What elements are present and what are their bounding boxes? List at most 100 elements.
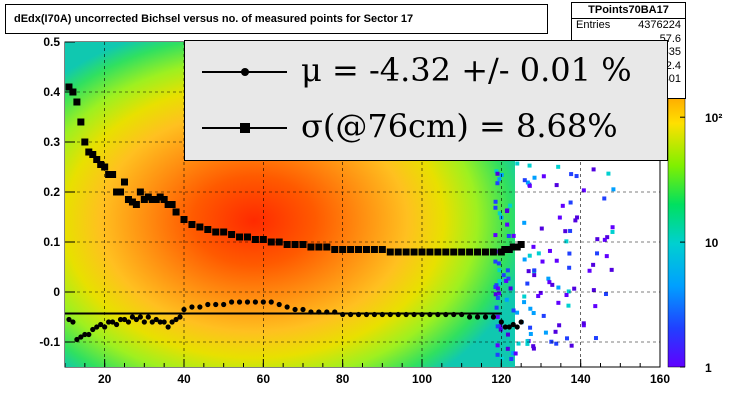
sigma-point xyxy=(509,243,517,251)
mu-point xyxy=(363,311,370,318)
square-marker-icon xyxy=(240,123,250,133)
heatmap-cell xyxy=(497,268,502,273)
sigma-point xyxy=(113,188,121,196)
z-tick-label: 10 xyxy=(705,236,719,250)
legend-item-mu: μ = -4.32 +/- 0.01 % xyxy=(185,47,667,97)
sigma-point xyxy=(497,248,505,256)
y-axis: -0.1 0 0.1 0.2 0.3 0.4 0.5 xyxy=(39,35,75,349)
mu-point xyxy=(332,309,338,315)
sigma-point xyxy=(93,156,101,163)
stats-name: TPoints70BA17 xyxy=(572,3,685,19)
sigma-point xyxy=(109,171,117,178)
heatmap-cell xyxy=(581,321,586,326)
sigma-point xyxy=(85,148,93,156)
heatmap-cell xyxy=(495,343,500,348)
mu-point xyxy=(324,309,330,315)
heatmap-cell xyxy=(493,199,498,204)
mu-point xyxy=(82,331,88,338)
sigma-point xyxy=(291,241,299,248)
mu-point xyxy=(161,319,167,325)
heatmap-cell xyxy=(495,171,500,176)
mu-point xyxy=(502,324,508,330)
heatmap-cell xyxy=(569,172,574,177)
sigma-point xyxy=(418,248,426,256)
heatmap-cell xyxy=(505,332,510,337)
heatmap-cell xyxy=(605,235,610,240)
sigma-point xyxy=(97,161,105,168)
sigma-point xyxy=(481,248,489,256)
sigma-point xyxy=(275,238,283,246)
mu-point xyxy=(173,316,179,323)
sigma-point xyxy=(168,201,176,208)
heatmap-cell xyxy=(543,330,548,335)
sigma-point xyxy=(474,248,482,256)
sigma-point xyxy=(347,246,355,253)
sigma-point xyxy=(505,246,513,253)
sigma-point xyxy=(517,241,525,248)
sigma-point xyxy=(136,188,144,196)
mu-point xyxy=(70,319,76,325)
heatmap-cell xyxy=(513,351,518,356)
mu-point xyxy=(98,321,104,328)
legend: μ = -4.32 +/- 0.01 % σ(@76cm) = 8.68% xyxy=(184,40,668,161)
heatmap-cell xyxy=(567,251,572,256)
heatmap-cell xyxy=(501,273,506,278)
legend-item-sigma: σ(@76cm) = 8.68% xyxy=(185,103,667,153)
mu-point xyxy=(482,314,489,320)
mu-point xyxy=(113,321,120,328)
heatmap-cell xyxy=(532,268,537,273)
sigma-point xyxy=(212,228,220,236)
z-tick-label: 1 xyxy=(705,361,712,375)
heatmap-cell xyxy=(532,175,537,180)
mu-point xyxy=(474,314,481,320)
heatmap-cell xyxy=(557,215,562,220)
heatmap-cell xyxy=(591,167,596,172)
sigma-point xyxy=(81,138,89,146)
sigma-point xyxy=(466,248,474,256)
x-tick-label: 80 xyxy=(336,372,350,386)
sigma-point xyxy=(450,248,458,256)
heatmap-cell xyxy=(494,169,499,174)
heatmap-cell xyxy=(493,233,498,238)
heatmap-cell xyxy=(536,294,541,299)
heatmap-cell xyxy=(509,356,514,361)
heatmap-cell xyxy=(572,286,577,291)
sigma-point xyxy=(513,243,521,251)
sigma-point xyxy=(73,98,81,106)
mu-point xyxy=(435,311,441,318)
mu-point xyxy=(110,319,116,325)
heatmap-cell xyxy=(527,183,532,188)
heatmap-cell xyxy=(573,218,578,223)
heatmap-cell xyxy=(525,180,530,185)
heatmap-cell xyxy=(554,341,559,346)
heatmap-cell xyxy=(522,257,527,262)
sigma-point xyxy=(196,223,204,231)
heatmap-cell xyxy=(504,278,509,283)
sigma-point xyxy=(77,118,85,126)
sigma-point xyxy=(180,216,188,223)
heatmap-cell xyxy=(568,228,573,233)
circle-marker-icon xyxy=(241,68,249,76)
heatmap-cell xyxy=(526,269,531,274)
heatmap-cell xyxy=(511,351,516,356)
heatmap-cell xyxy=(553,329,558,334)
mu-point xyxy=(74,336,80,343)
heatmap-cell xyxy=(495,286,500,291)
heatmap-cell xyxy=(540,259,545,264)
heatmap-cell xyxy=(611,187,616,192)
mu-point xyxy=(411,311,417,318)
y-tick-label: 0.2 xyxy=(43,185,60,199)
heatmap-cell xyxy=(606,171,611,176)
mu-point xyxy=(498,319,504,325)
heatmap-cell xyxy=(569,343,574,348)
heatmap-cell xyxy=(515,161,520,166)
mu-point xyxy=(510,321,516,328)
heatmap-cell xyxy=(538,290,543,295)
sigma-point xyxy=(299,241,307,248)
heatmap-cell xyxy=(564,239,569,244)
x-tick-label: 20 xyxy=(98,372,112,386)
heatmap-cell xyxy=(525,281,530,286)
heatmap-cell xyxy=(528,325,533,330)
heatmap-cell xyxy=(515,310,520,315)
heatmap-cell xyxy=(506,276,511,281)
